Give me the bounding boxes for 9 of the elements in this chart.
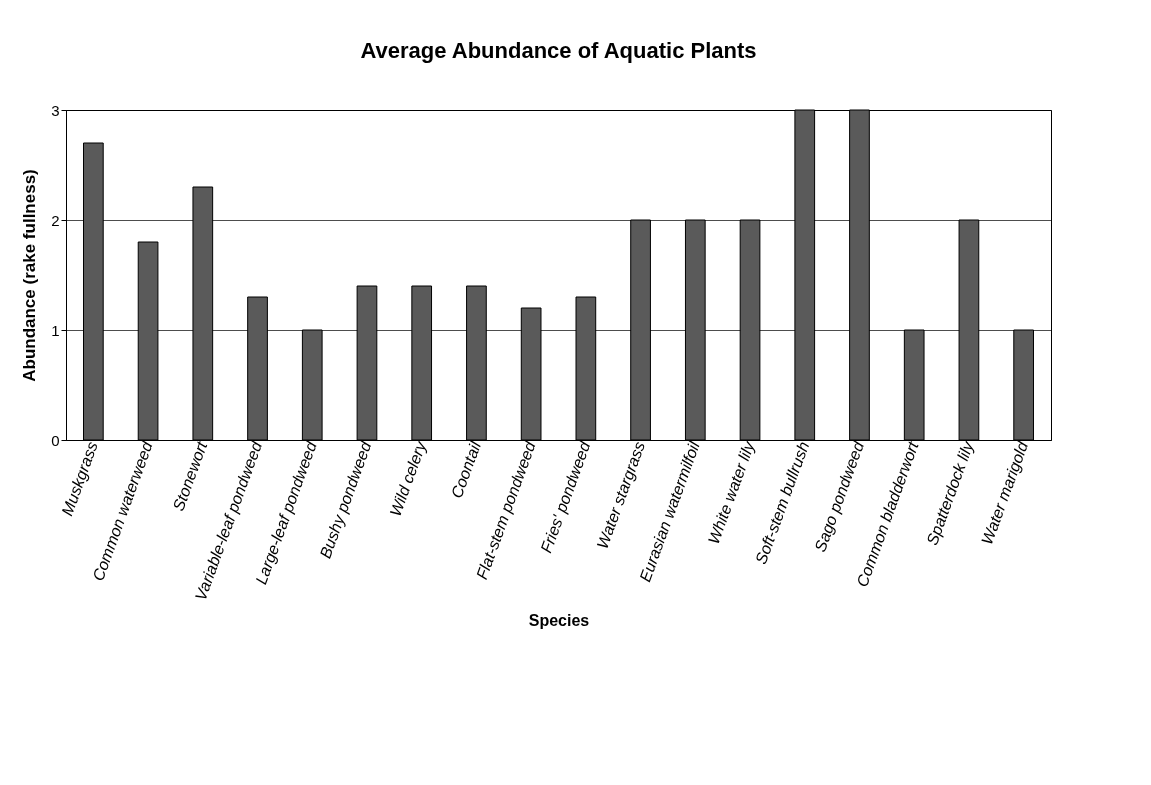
y-tick-label: 0 xyxy=(51,431,60,449)
y-tick-label: 1 xyxy=(51,321,60,339)
chart-title: Average Abundance of Aquatic Plants xyxy=(360,38,757,63)
x-axis-title: Species xyxy=(528,611,590,629)
x-tick-label: White water lily xyxy=(704,438,758,547)
y-tick-label: 3 xyxy=(51,101,60,119)
y-tick-label: 2 xyxy=(51,211,60,229)
x-tick-label: Wild celery xyxy=(386,438,430,519)
y-axis-title: Abundance (rake fullness) xyxy=(20,169,40,382)
